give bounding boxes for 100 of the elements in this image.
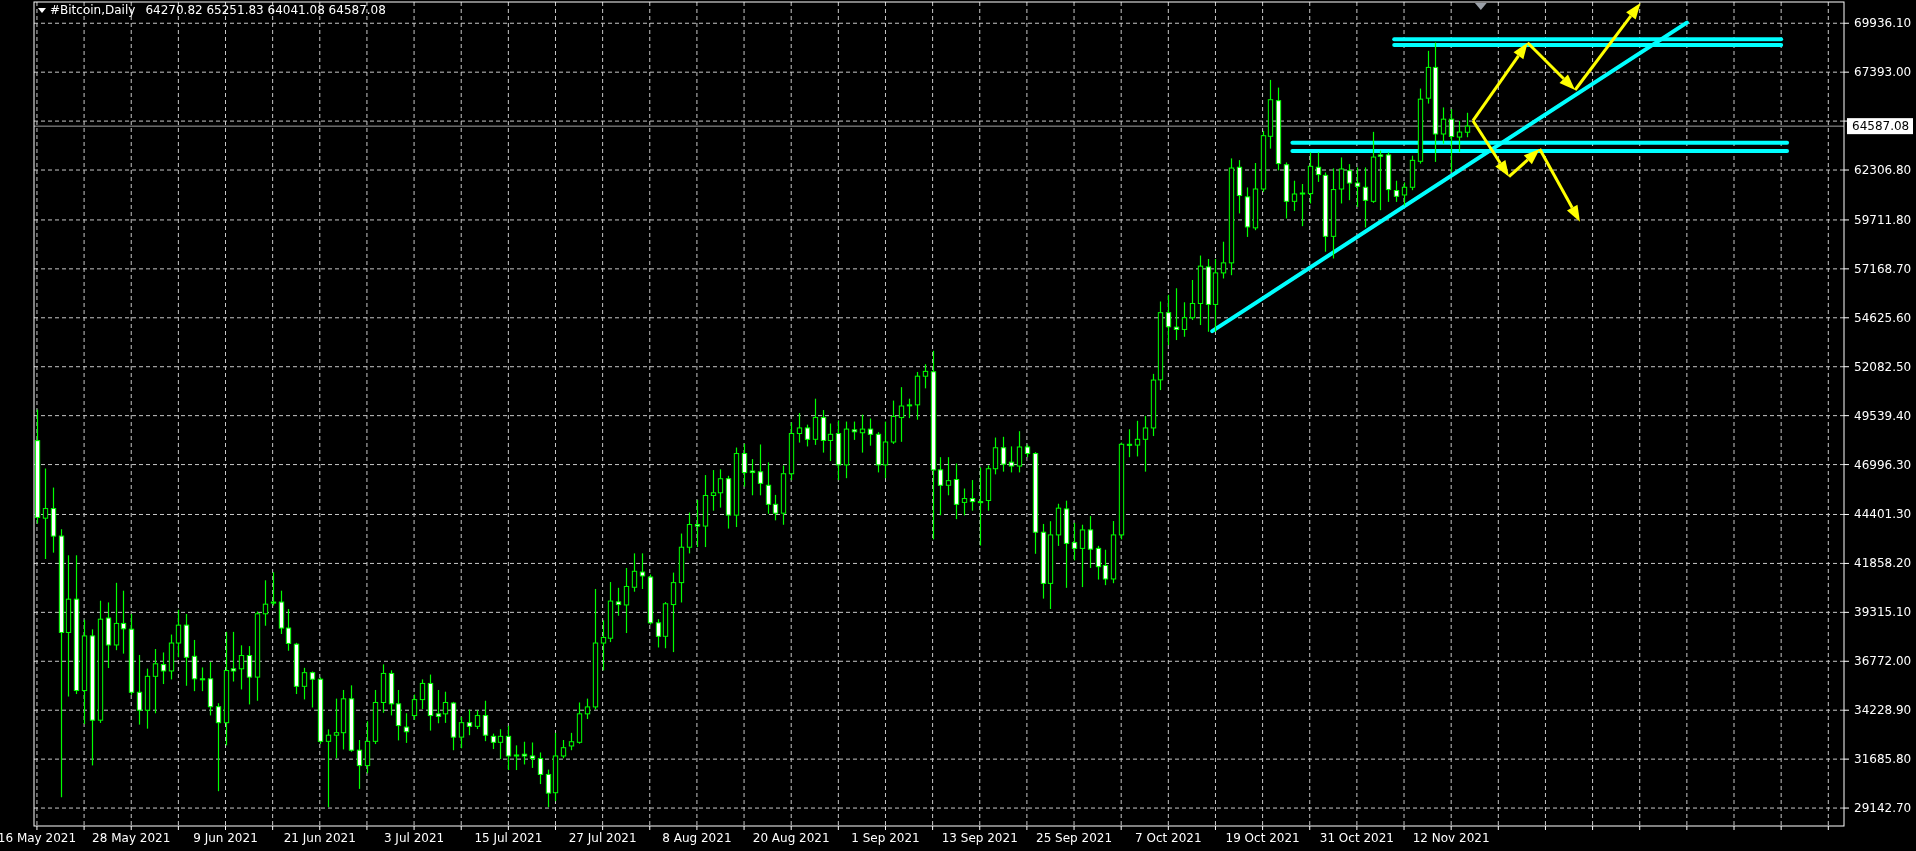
candlestick [435, 689, 442, 724]
candlestick [215, 703, 222, 792]
candlestick [631, 553, 638, 592]
candlestick [466, 709, 473, 736]
candlestick [686, 512, 693, 554]
candlestick [694, 499, 701, 548]
y-tick-label: 39315.10 [1854, 605, 1912, 620]
x-tick-label: 3 Jul 2021 [383, 831, 445, 845]
candlestick [175, 609, 182, 658]
candlestick [796, 413, 803, 443]
candlestick [1440, 107, 1447, 144]
candlestick [1008, 446, 1015, 473]
candlestick [1087, 516, 1094, 569]
y-tick-label: 36772.00 [1854, 654, 1912, 669]
x-tick-label: 25 Sep 2021 [1036, 831, 1113, 845]
x-tick-label: 15 Jul 2021 [474, 831, 543, 845]
candlestick [1377, 150, 1384, 211]
chart-title: #Bitcoin,Daily [50, 3, 136, 17]
candlestick [285, 608, 292, 651]
candlestick [1173, 288, 1180, 341]
candlestick [772, 494, 779, 521]
x-tick-label: 8 Aug 2021 [662, 831, 732, 845]
x-tick-label: 31 Oct 2021 [1319, 831, 1394, 845]
candlestick [1448, 109, 1455, 172]
candlestick [898, 387, 905, 442]
y-tick-label: 34228.90 [1854, 703, 1912, 718]
candlestick [152, 648, 159, 714]
candlestick [1299, 183, 1306, 227]
candlestick [969, 480, 976, 511]
candlestick [411, 694, 418, 720]
candlestick [922, 364, 929, 389]
candlestick [1464, 112, 1471, 138]
candlestick [505, 725, 512, 771]
candlestick [1126, 429, 1133, 458]
candlestick [529, 742, 536, 768]
candlestick [160, 652, 167, 685]
candlestick [1142, 415, 1149, 472]
x-tick-label: 9 Jun 2021 [193, 831, 258, 845]
candlestick [961, 488, 968, 516]
candlestick [827, 423, 834, 462]
candlestick [765, 462, 772, 514]
candlestick [710, 470, 717, 511]
candlestick [977, 467, 984, 546]
candlestick [238, 645, 245, 690]
candlestick [246, 646, 253, 705]
candlestick [191, 639, 198, 692]
candlestick [1079, 524, 1086, 588]
candlestick [623, 567, 630, 634]
candlestick [537, 752, 544, 785]
candlestick [859, 414, 866, 453]
candlestick [1338, 157, 1345, 204]
y-tick-label: 69936.10 [1854, 16, 1912, 31]
candlestick [458, 716, 465, 749]
x-tick-label: 27 Jul 2021 [568, 831, 637, 845]
x-tick-label: 12 Nov 2021 [1412, 831, 1490, 845]
candlestick [309, 671, 316, 708]
candlestick [42, 468, 49, 559]
x-tick-label: 1 Sep 2021 [851, 831, 920, 845]
x-tick-label: 28 May 2021 [92, 831, 171, 845]
ref-line-label: 64587.08 [1852, 119, 1910, 134]
candlestick [325, 729, 332, 808]
candlestick [230, 631, 237, 682]
candlestick [513, 745, 520, 771]
candlestick [497, 729, 504, 760]
candlestick [584, 698, 591, 720]
candlestick [1189, 279, 1196, 321]
candlestick [521, 741, 528, 765]
x-tick-label: 16 May 2021 [0, 831, 77, 845]
candlestick [1000, 436, 1007, 472]
candlestick [945, 457, 952, 496]
candlestick [717, 469, 724, 508]
candlestick [615, 587, 622, 616]
y-tick-label: 62306.80 [1854, 163, 1912, 178]
candlestick [482, 700, 489, 742]
y-tick-label: 67393.00 [1854, 65, 1912, 80]
x-tick-label: 19 Oct 2021 [1225, 831, 1300, 845]
candlestick [741, 443, 748, 487]
candlestick [655, 619, 662, 648]
y-tick-label: 44401.30 [1854, 507, 1912, 522]
y-tick-label: 49539.40 [1854, 408, 1912, 423]
candlestick [120, 590, 127, 654]
candlestick [1134, 420, 1141, 457]
chart-subtitle: 64270.82 65251.83 64041.08 64587.08 [145, 3, 386, 17]
x-tick-label: 21 Jun 2021 [283, 831, 356, 845]
x-tick-label: 13 Sep 2021 [941, 831, 1018, 845]
candlestick [199, 667, 206, 692]
candlestick [1401, 182, 1408, 206]
candlestick [270, 572, 277, 606]
candlestick [639, 553, 646, 589]
y-tick-label: 46996.30 [1854, 457, 1912, 472]
candlestick [442, 691, 449, 723]
y-tick-label: 57168.70 [1854, 261, 1912, 276]
candlestick [1346, 164, 1353, 201]
candlestick [600, 620, 607, 671]
candlestick [395, 689, 402, 741]
candlestick [1181, 302, 1188, 337]
candlestick [419, 679, 426, 710]
candlestick [1354, 167, 1361, 207]
y-tick-label: 52082.50 [1854, 359, 1912, 374]
y-tick-label: 29142.70 [1854, 801, 1912, 816]
